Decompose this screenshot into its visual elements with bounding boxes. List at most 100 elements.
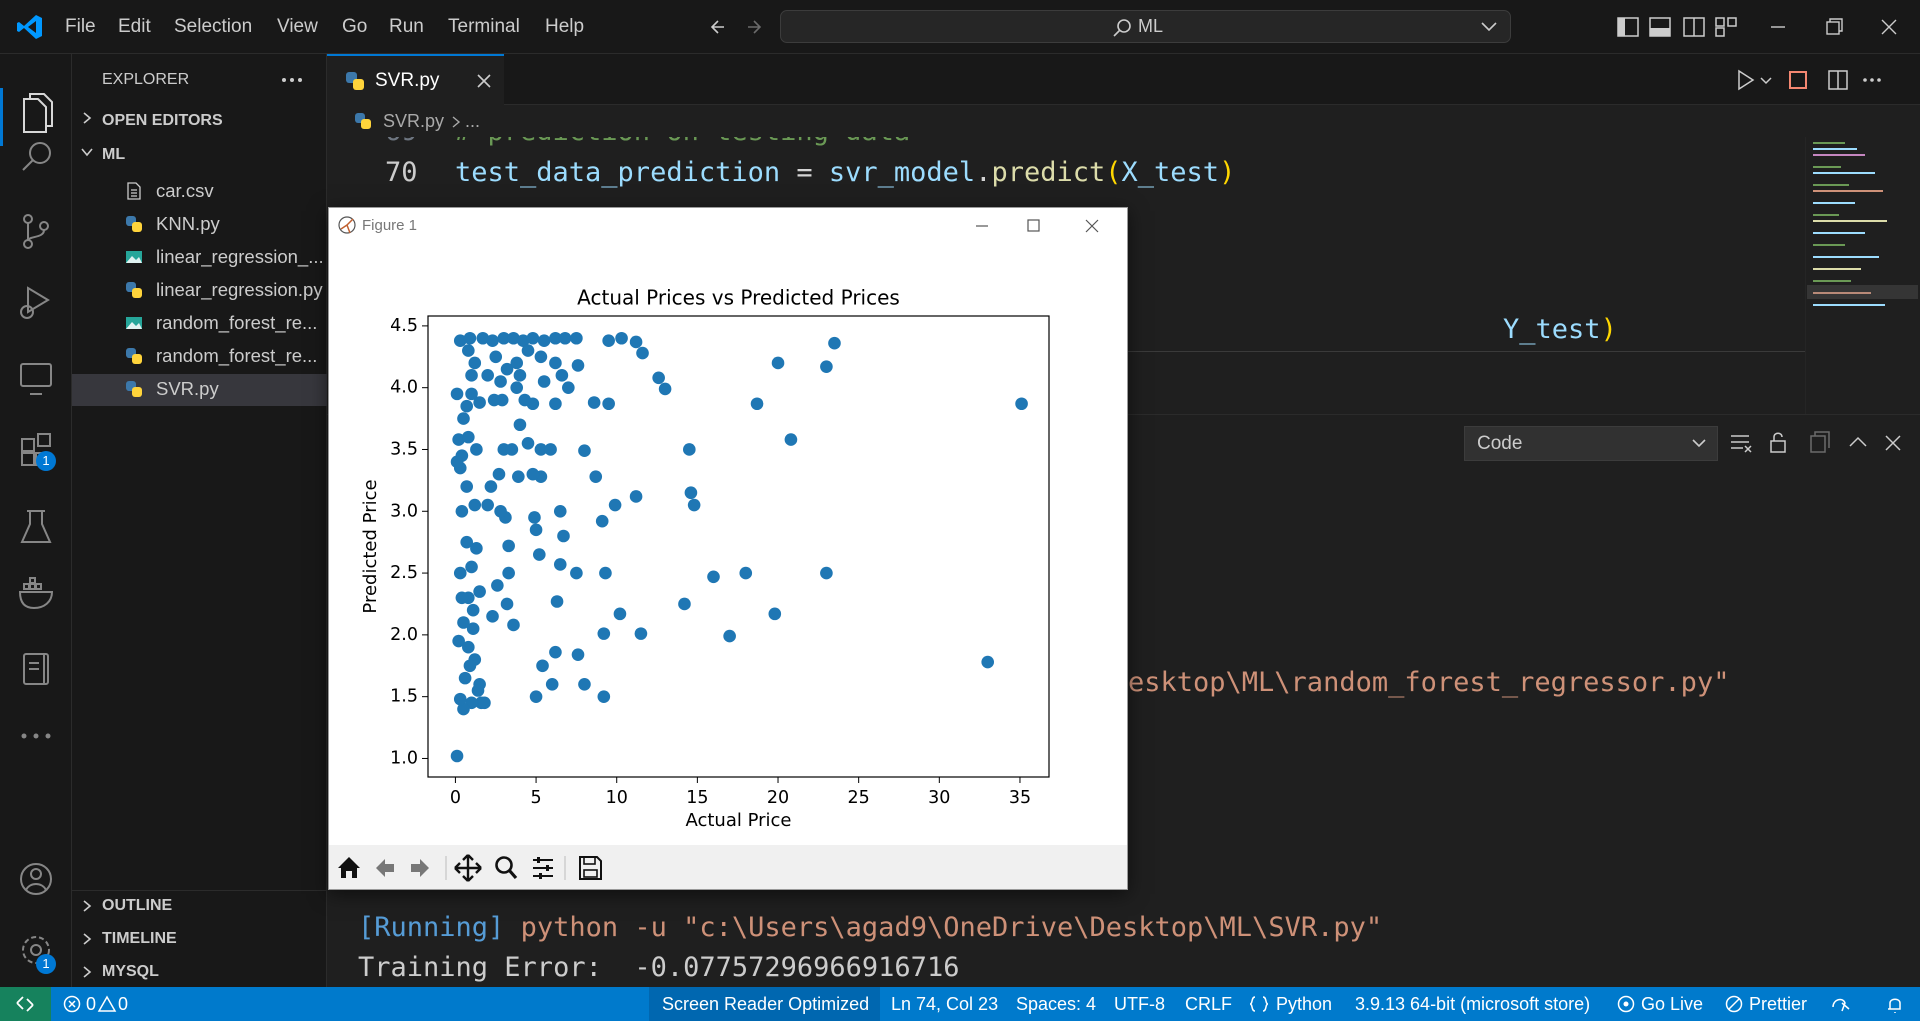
vscode-logo: [17, 15, 42, 39]
scatter-point: [739, 566, 753, 580]
output-dropdown[interactable]: Code: [1464, 426, 1718, 461]
scatter-point: [553, 504, 567, 518]
y-tick-label: 4.5: [390, 316, 418, 336]
status-item[interactable]: Spaces: 4: [1016, 994, 1097, 1014]
file-name[interactable]: random_forest_re...: [156, 345, 318, 366]
scatter-point: [463, 659, 477, 673]
section-header[interactable]: TIMELINE: [102, 930, 177, 947]
command-center[interactable]: ML: [780, 10, 1511, 43]
close-tab[interactable]: [477, 74, 491, 88]
file-name[interactable]: linear_regression_...: [156, 246, 324, 267]
x-tick-label: 25: [848, 788, 870, 808]
warning-count[interactable]: 0: [118, 994, 129, 1014]
scatter-point: [553, 558, 567, 571]
status-item[interactable]: 3.9.13 64-bit (microsoft store): [1355, 994, 1591, 1014]
menu-item[interactable]: Edit: [118, 16, 151, 37]
tab-title: SVR.py: [375, 70, 440, 91]
toolbar-icons[interactable]: [338, 854, 602, 882]
editor-actions[interactable]: [1735, 66, 1915, 94]
scatter-point: [707, 570, 720, 584]
scatter-point: [481, 498, 494, 512]
tab[interactable]: SVR.py: [327, 54, 504, 105]
divider: [72, 890, 327, 891]
breadcrumb-item[interactable]: SVR.py: [383, 111, 445, 131]
tab-bar: SVR.py: [327, 54, 1920, 105]
x-tick-label: 35: [1009, 788, 1031, 808]
folder-name[interactable]: ML: [102, 146, 126, 163]
scatter-point: [453, 334, 467, 348]
code-editor[interactable]: Y_test) 69 # prediction on testing data 70…: [327, 137, 1805, 414]
status-item[interactable]: Screen Reader Optimized: [662, 994, 870, 1014]
section-header[interactable]: OPEN EDITORS: [102, 112, 223, 129]
badge: 1: [42, 956, 50, 971]
section-header[interactable]: MYSQL: [102, 963, 159, 980]
menu-item[interactable]: Help: [545, 16, 585, 37]
status-item[interactable]: Prettier: [1749, 994, 1808, 1014]
status-item[interactable]: Python: [1276, 994, 1333, 1014]
file-name[interactable]: car.csv: [156, 180, 214, 201]
scatter-point: [450, 749, 464, 763]
code-token: # prediction on testing data: [455, 137, 910, 147]
file-name[interactable]: KNN.py: [156, 213, 220, 234]
figure-window-controls[interactable]: [976, 219, 1099, 233]
menu-item[interactable]: File: [65, 16, 96, 37]
x-tick-label: 10: [606, 788, 628, 808]
error-count[interactable]: 0: [86, 994, 97, 1014]
activity-icons[interactable]: [0, 54, 72, 987]
menu-item[interactable]: Terminal: [448, 16, 520, 37]
scatter-point: [549, 645, 562, 659]
scatter-point: [615, 331, 628, 345]
scatter-point: [589, 470, 603, 483]
status-item[interactable]: UTF-8: [1114, 994, 1165, 1014]
scatter-point: [466, 603, 480, 617]
active-indicator: [0, 88, 3, 146]
breadcrumb-item[interactable]: ...: [465, 111, 481, 131]
menu-item[interactable]: View: [277, 16, 318, 37]
scatter-point: [537, 334, 551, 348]
code-token: ): [1600, 314, 1617, 345]
scatter-point: [478, 696, 491, 710]
scatter-point: [683, 443, 696, 456]
menu-item[interactable]: Selection: [174, 16, 253, 37]
y-tick-label: 2.0: [390, 625, 418, 645]
code-fragment: Y_test): [1438, 270, 1617, 345]
scatter-point: [634, 627, 648, 640]
status-item[interactable]: Ln 74, Col 23: [891, 994, 999, 1014]
file-icon: [124, 214, 144, 234]
scatter-point: [471, 684, 485, 697]
scatter-point: [562, 381, 575, 394]
section-header[interactable]: OUTLINE: [102, 897, 173, 914]
status-bar: 0 0 Screen Reader Optimized Ln 74, Col 23…: [0, 987, 1920, 1021]
menu-item[interactable]: Run: [389, 16, 424, 37]
status-actions[interactable]: [1830, 993, 1910, 1015]
scatter-point: [1015, 397, 1028, 411]
chevron: [80, 965, 94, 979]
file-icon-graphic: [127, 182, 141, 200]
scatter-point: [510, 356, 524, 370]
scatter-point: [457, 702, 470, 716]
python-icon: [355, 113, 371, 129]
menu-item[interactable]: Go: [342, 16, 368, 37]
file-name[interactable]: linear_regression.py: [156, 279, 323, 300]
scatter-point: [500, 362, 514, 376]
output-line: esktop\ML\random_forest_regressor.py": [1128, 667, 1730, 698]
more-actions[interactable]: [280, 74, 304, 86]
window-controls[interactable]: [1615, 14, 1920, 40]
remote-indicator[interactable]: [0, 987, 51, 1021]
scatter-point: [684, 486, 698, 500]
status-item[interactable]: CRLF: [1185, 994, 1233, 1014]
panel-actions[interactable]: [1727, 429, 1917, 457]
scatter-point: [678, 597, 691, 611]
scatter-point: [487, 393, 501, 407]
scatter-point: [529, 690, 543, 703]
status-item[interactable]: Go Live: [1641, 994, 1704, 1014]
scatter-point: [502, 566, 515, 580]
scatter-point: [492, 467, 506, 481]
scatter-point: [557, 529, 570, 543]
file-icon: [124, 247, 144, 267]
y-tick-label: 1.0: [390, 748, 418, 768]
search-dropdown: [1481, 22, 1497, 32]
nav-arrows[interactable]: [710, 15, 770, 39]
file-name[interactable]: SVR.py: [156, 378, 219, 399]
file-name[interactable]: random_forest_re...: [156, 312, 318, 333]
